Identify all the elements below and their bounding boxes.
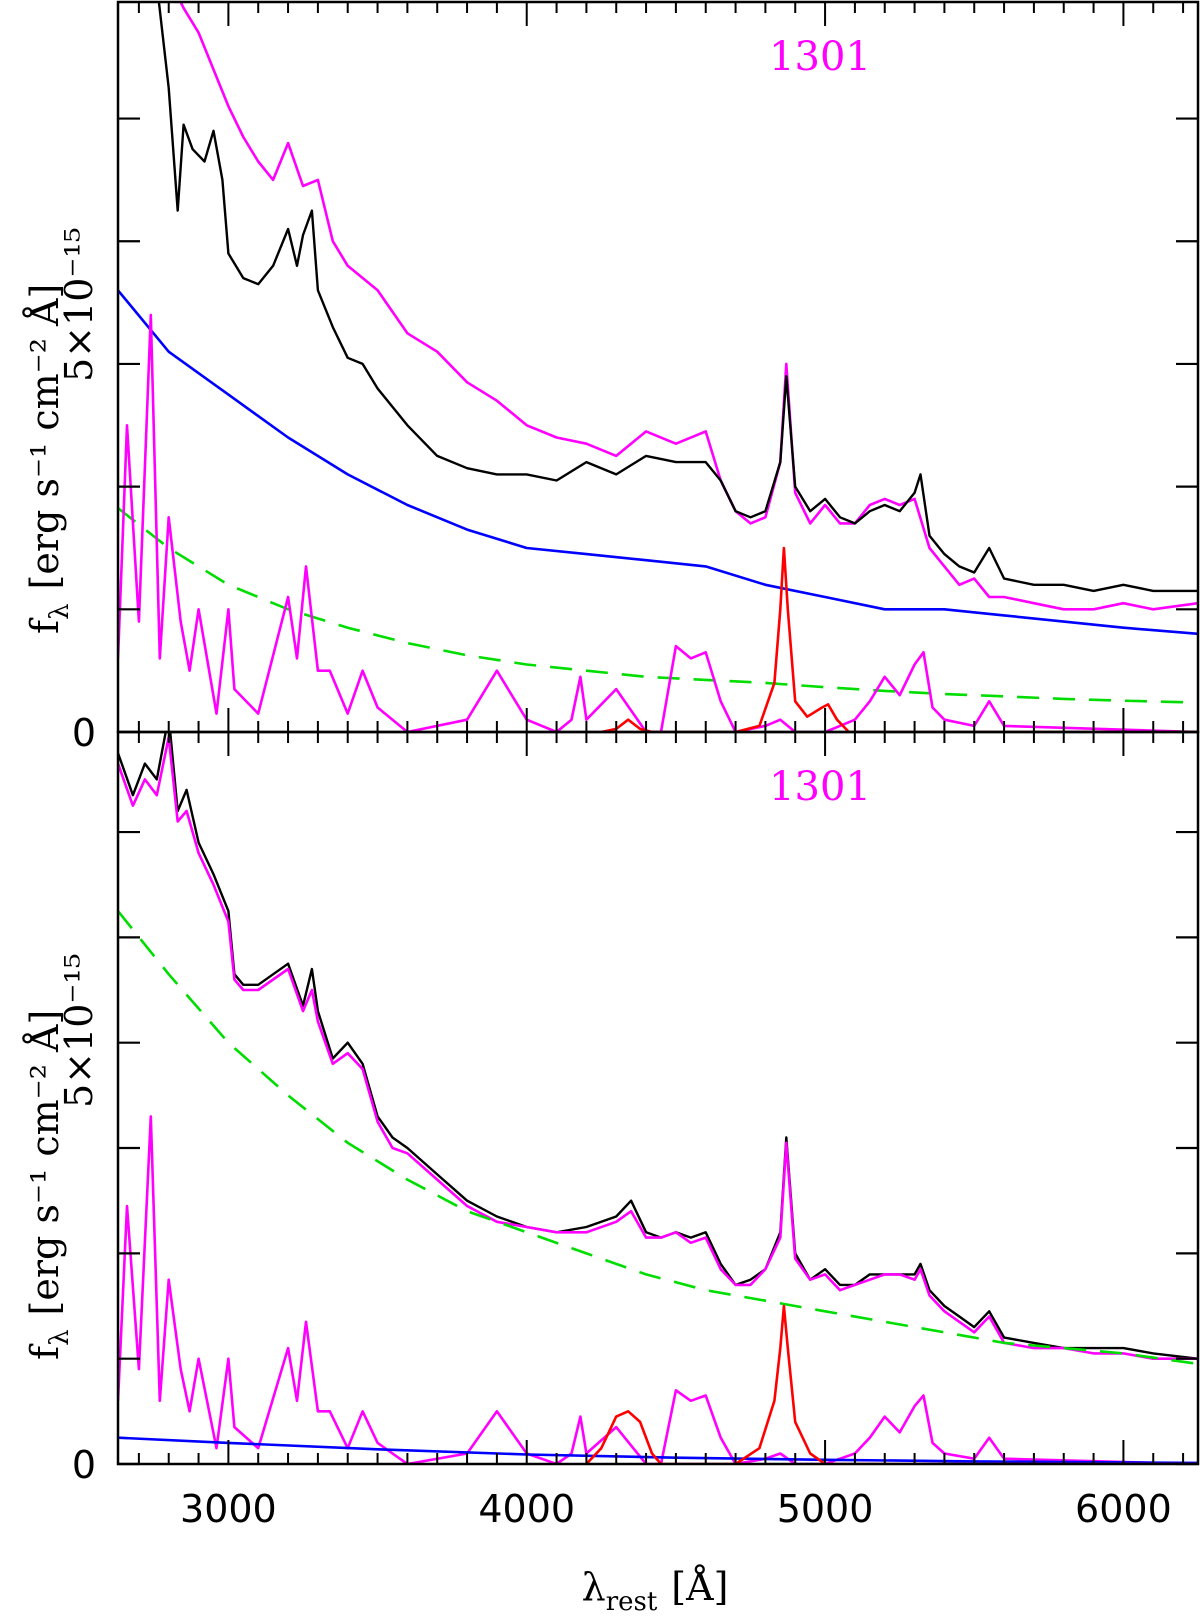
panel-annotation: 1301	[769, 764, 871, 810]
y-tick-label: 0	[72, 711, 96, 755]
series-line-green-bottom-2	[118, 910, 1198, 1366]
plot-frame	[116, 0, 1200, 734]
x-tick-label: 4000	[478, 1487, 575, 1531]
series-line-red-top-5	[601, 546, 1198, 732]
x-tick-label: 3000	[180, 1487, 277, 1531]
x-axis-label: λrest [Å]	[582, 1565, 729, 1617]
plot-frame	[116, 730, 1200, 1466]
bottom-panel: 0 1301 fλ[erg s⁻¹ cm⁻² Å]5×10⁻¹⁵ 3000 4000 50…	[23, 730, 1200, 1617]
y-axis-label: fλ[erg s⁻¹ cm⁻² Å]	[23, 1010, 75, 1360]
top-panel: 0 1301 fλ[erg s⁻¹ cm⁻² Å]5×10⁻¹⁵	[23, 0, 1200, 755]
x-tick-label: 6000	[1075, 1487, 1172, 1531]
series-line-magenta-top-4	[118, 313, 1198, 732]
series-line-magenta-bottom-1	[118, 735, 1198, 1360]
y-tick-label: 0	[72, 1443, 96, 1487]
y-axis-label: fλ[erg s⁻¹ cm⁻² Å]	[23, 284, 75, 634]
x-tick-label: 5000	[777, 1487, 874, 1531]
series-line-blue-top-2	[118, 289, 1198, 636]
series-line-red-bottom-5	[585, 1304, 1198, 1464]
panel-annotation: 1301	[769, 34, 871, 80]
series-line-magenta-top-0	[179, 2, 1198, 611]
series-line-green-top-3	[118, 507, 1198, 704]
series-line-magenta-bottom-3	[118, 1115, 1198, 1464]
y-axis-scale-label: 5×10⁻¹⁵	[57, 227, 101, 382]
series-line-black-top-1	[157, 2, 1198, 593]
y-axis-scale-label: 5×10⁻¹⁵	[57, 953, 101, 1108]
series-line-black-bottom-0	[118, 732, 1198, 1360]
